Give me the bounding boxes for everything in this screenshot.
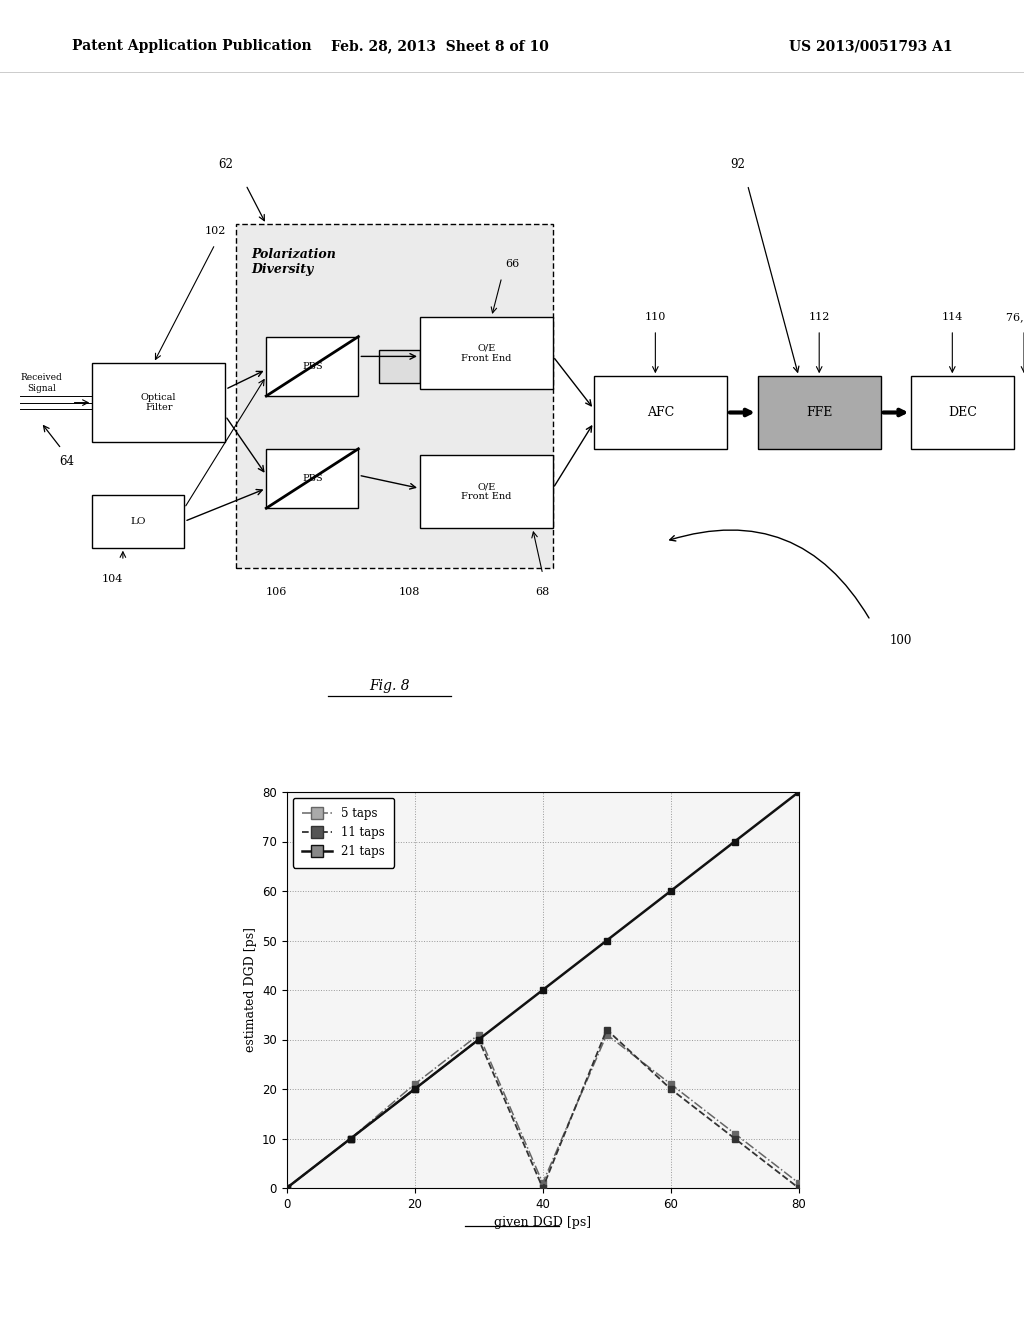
21 taps	[600, 932, 612, 948]
5 taps	[409, 1076, 421, 1092]
11 taps	[344, 1130, 357, 1146]
FancyBboxPatch shape	[92, 495, 184, 548]
21 taps	[665, 883, 677, 899]
11 taps	[281, 1180, 293, 1196]
21 taps	[409, 1081, 421, 1097]
11 taps	[409, 1081, 421, 1097]
FancyBboxPatch shape	[92, 363, 225, 442]
Line: 21 taps: 21 taps	[284, 788, 802, 1192]
Line: 11 taps: 11 taps	[284, 1027, 802, 1191]
5 taps	[344, 1130, 357, 1146]
5 taps	[793, 1175, 805, 1191]
21 taps	[473, 1032, 485, 1048]
21 taps	[281, 1180, 293, 1196]
FancyBboxPatch shape	[594, 376, 727, 449]
FancyBboxPatch shape	[911, 376, 1014, 449]
FancyBboxPatch shape	[420, 317, 553, 389]
Text: 108: 108	[399, 587, 420, 598]
5 taps	[600, 1027, 612, 1043]
Text: 114: 114	[942, 312, 963, 322]
Text: Fig. 8: Fig. 8	[369, 680, 410, 693]
Text: O/E
Front End: O/E Front End	[461, 482, 512, 502]
Text: 104: 104	[102, 574, 123, 585]
Text: 92: 92	[730, 158, 744, 172]
Text: O/E
Front End: O/E Front End	[461, 343, 512, 363]
FancyBboxPatch shape	[236, 224, 553, 568]
Legend: 5 taps, 11 taps, 21 taps: 5 taps, 11 taps, 21 taps	[293, 797, 394, 867]
Text: PBS: PBS	[302, 474, 323, 483]
5 taps	[729, 1126, 741, 1142]
Text: FFE: FFE	[806, 407, 833, 418]
Text: PBS: PBS	[302, 362, 323, 371]
X-axis label: given DGD [ps]: given DGD [ps]	[495, 1216, 591, 1229]
11 taps	[473, 1032, 485, 1048]
Text: Received
Signal: Received Signal	[20, 374, 62, 392]
Text: LO: LO	[130, 517, 146, 525]
Text: DEC: DEC	[948, 407, 977, 418]
11 taps	[537, 1180, 549, 1196]
5 taps	[281, 1180, 293, 1196]
Text: AFC: AFC	[647, 407, 674, 418]
11 taps	[665, 1081, 677, 1097]
11 taps	[729, 1130, 741, 1146]
FancyBboxPatch shape	[266, 449, 358, 508]
Text: Patent Application Publication: Patent Application Publication	[72, 40, 311, 53]
Text: 68: 68	[536, 587, 550, 598]
21 taps	[344, 1130, 357, 1146]
Text: 102: 102	[205, 226, 225, 236]
5 taps	[473, 1027, 485, 1043]
5 taps	[537, 1175, 549, 1191]
21 taps	[793, 784, 805, 800]
FancyBboxPatch shape	[379, 350, 420, 383]
21 taps	[729, 834, 741, 850]
Text: Optical
Filter: Optical Filter	[141, 393, 176, 412]
Text: US 2013/0051793 A1: US 2013/0051793 A1	[788, 40, 952, 53]
Text: 106: 106	[266, 587, 287, 598]
FancyBboxPatch shape	[266, 337, 358, 396]
11 taps	[600, 1022, 612, 1038]
21 taps	[537, 982, 549, 998]
5 taps	[665, 1076, 677, 1092]
Text: 66: 66	[505, 259, 519, 269]
Text: 64: 64	[59, 455, 74, 469]
Text: Feb. 28, 2013  Sheet 8 of 10: Feb. 28, 2013 Sheet 8 of 10	[332, 40, 549, 53]
Text: 112: 112	[809, 312, 829, 322]
Text: 110: 110	[645, 312, 666, 322]
Line: 5 taps: 5 taps	[284, 1032, 802, 1191]
Text: 76, 78: 76, 78	[1007, 312, 1024, 322]
Text: 62: 62	[218, 158, 232, 172]
Y-axis label: estimated DGD [ps]: estimated DGD [ps]	[244, 928, 257, 1052]
Text: 100: 100	[890, 634, 912, 647]
FancyBboxPatch shape	[758, 376, 881, 449]
11 taps	[793, 1180, 805, 1196]
Text: Polarization
Diversity: Polarization Diversity	[251, 248, 336, 276]
FancyBboxPatch shape	[420, 455, 553, 528]
